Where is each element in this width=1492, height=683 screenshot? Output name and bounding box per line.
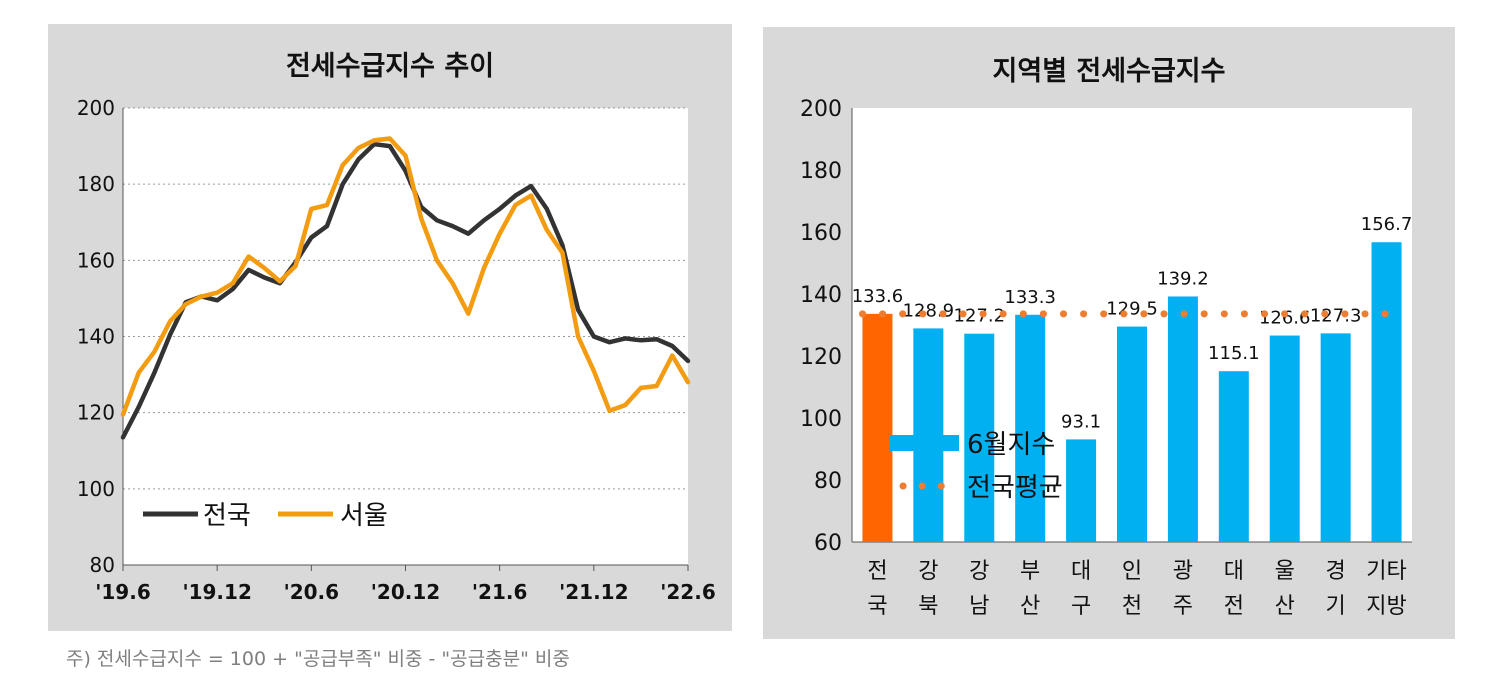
y-tick-label: 200 bbox=[800, 97, 842, 122]
bar bbox=[1117, 326, 1147, 542]
x-tick-label: '19.6 bbox=[95, 580, 150, 604]
category-label-line2: 전 bbox=[1224, 594, 1244, 619]
category-label-line1: 광 bbox=[1173, 559, 1193, 584]
bar bbox=[1269, 335, 1300, 542]
category-label-line2: 기 bbox=[1326, 594, 1346, 619]
category-label-line1: 울 bbox=[1275, 559, 1295, 584]
bar-value-label: 127.3 bbox=[1310, 305, 1362, 326]
category-label-line2: 국 bbox=[867, 594, 887, 619]
y-tick-label: 60 bbox=[814, 531, 842, 556]
category-label-line2: 주 bbox=[1173, 594, 1193, 619]
x-tick-label: '20.6 bbox=[284, 580, 339, 604]
legend-average-label: 전국평균 bbox=[967, 473, 1063, 503]
y-tick-label: 140 bbox=[800, 283, 842, 308]
bar bbox=[862, 313, 893, 542]
category-label-line1: 경 bbox=[1326, 559, 1346, 584]
bar bbox=[1371, 242, 1402, 543]
bar-value-label: 156.7 bbox=[1361, 214, 1413, 235]
category-label-line2: 천 bbox=[1122, 594, 1142, 619]
category-label-line2: 산 bbox=[1275, 594, 1295, 619]
y-tick-label: 100 bbox=[77, 477, 115, 501]
x-tick-label: '22.6 bbox=[660, 580, 715, 604]
bar-value-label: 133.3 bbox=[1004, 287, 1056, 308]
x-tick-label: '20.12 bbox=[371, 580, 440, 604]
x-tick-label: '21.6 bbox=[472, 580, 527, 604]
legend-seoul-label: 서울 bbox=[340, 501, 388, 531]
category-label-line1: 전 bbox=[867, 559, 887, 584]
x-tick-label: '21.12 bbox=[559, 580, 628, 604]
bar bbox=[964, 333, 995, 542]
bar bbox=[1015, 314, 1046, 542]
bar-value-label: 129.5 bbox=[1106, 299, 1158, 320]
bar-value-label: 128.9 bbox=[903, 300, 955, 321]
y-tick-label: 100 bbox=[800, 407, 842, 432]
y-tick-label: 120 bbox=[800, 345, 842, 370]
category-label-line1: 강 bbox=[918, 559, 938, 584]
y-tick-label: 120 bbox=[77, 401, 115, 425]
footnote: 주) 전세수급지수 = 100 + "공급부족" 비중 - "공급충분" 비중 bbox=[66, 648, 570, 670]
y-tick-label: 160 bbox=[77, 248, 115, 272]
bar-value-label: 93.1 bbox=[1061, 411, 1101, 432]
y-tick-label: 160 bbox=[800, 221, 842, 246]
category-label-line2: 구 bbox=[1071, 594, 1091, 619]
y-tick-label: 80 bbox=[90, 553, 115, 577]
bar-value-label: 139.2 bbox=[1157, 268, 1209, 289]
y-tick-label: 140 bbox=[77, 325, 115, 349]
category-label-line2: 지방 bbox=[1366, 594, 1406, 619]
y-tick-label: 180 bbox=[77, 172, 115, 196]
y-tick-label: 80 bbox=[814, 469, 842, 494]
bar-value-label: 126.6 bbox=[1259, 308, 1311, 329]
category-label-line2: 북 bbox=[918, 594, 938, 619]
national-seoul-trend-panel: 전세수급지수 추이 80 100 120 140 160 180 200 '19.6 '19.1… bbox=[48, 24, 732, 631]
category-label-line2: 산 bbox=[1020, 594, 1040, 619]
bar bbox=[1167, 296, 1198, 542]
trend-line-chart: 80 100 120 140 160 180 200 '19.6 '19.12 '20.6 '20.… bbox=[77, 96, 716, 604]
regional-bar-chart: 6080100120140160180200133.6전국128.9강북127.… bbox=[800, 97, 1413, 619]
category-label-line2: 남 bbox=[969, 594, 989, 619]
bar bbox=[1066, 439, 1097, 542]
category-label-line1: 대 bbox=[1071, 559, 1091, 584]
bar-value-label: 127.2 bbox=[954, 306, 1006, 327]
category-label-line1: 부 bbox=[1020, 559, 1040, 584]
y-tick-label: 180 bbox=[800, 159, 842, 184]
legend-bar-label: 6월지수 bbox=[967, 430, 1055, 460]
bar bbox=[1320, 333, 1351, 542]
national-series-line bbox=[120, 141, 691, 440]
y-tick-label: 200 bbox=[77, 96, 115, 120]
category-label-line1: 기타 bbox=[1366, 559, 1406, 584]
right-chart-title: 지역별 전세수급지수 bbox=[992, 56, 1226, 87]
category-label-line1: 강 bbox=[969, 559, 989, 584]
x-tick-label: '19.12 bbox=[182, 580, 251, 604]
category-label-line1: 대 bbox=[1224, 559, 1244, 584]
bar-value-label: 115.1 bbox=[1208, 343, 1260, 364]
left-chart-title: 전세수급지수 추이 bbox=[285, 51, 495, 82]
bar-value-label: 133.6 bbox=[852, 286, 904, 307]
legend-national-label: 전국 bbox=[203, 501, 251, 531]
seoul-series-line bbox=[120, 136, 691, 417]
bar bbox=[1218, 371, 1249, 542]
regional-index-panel: 지역별 전세수급지수 60 80 100 120 140 160 180 200 133.6 전 국… bbox=[763, 27, 1455, 639]
category-label-line1: 인 bbox=[1122, 559, 1142, 584]
